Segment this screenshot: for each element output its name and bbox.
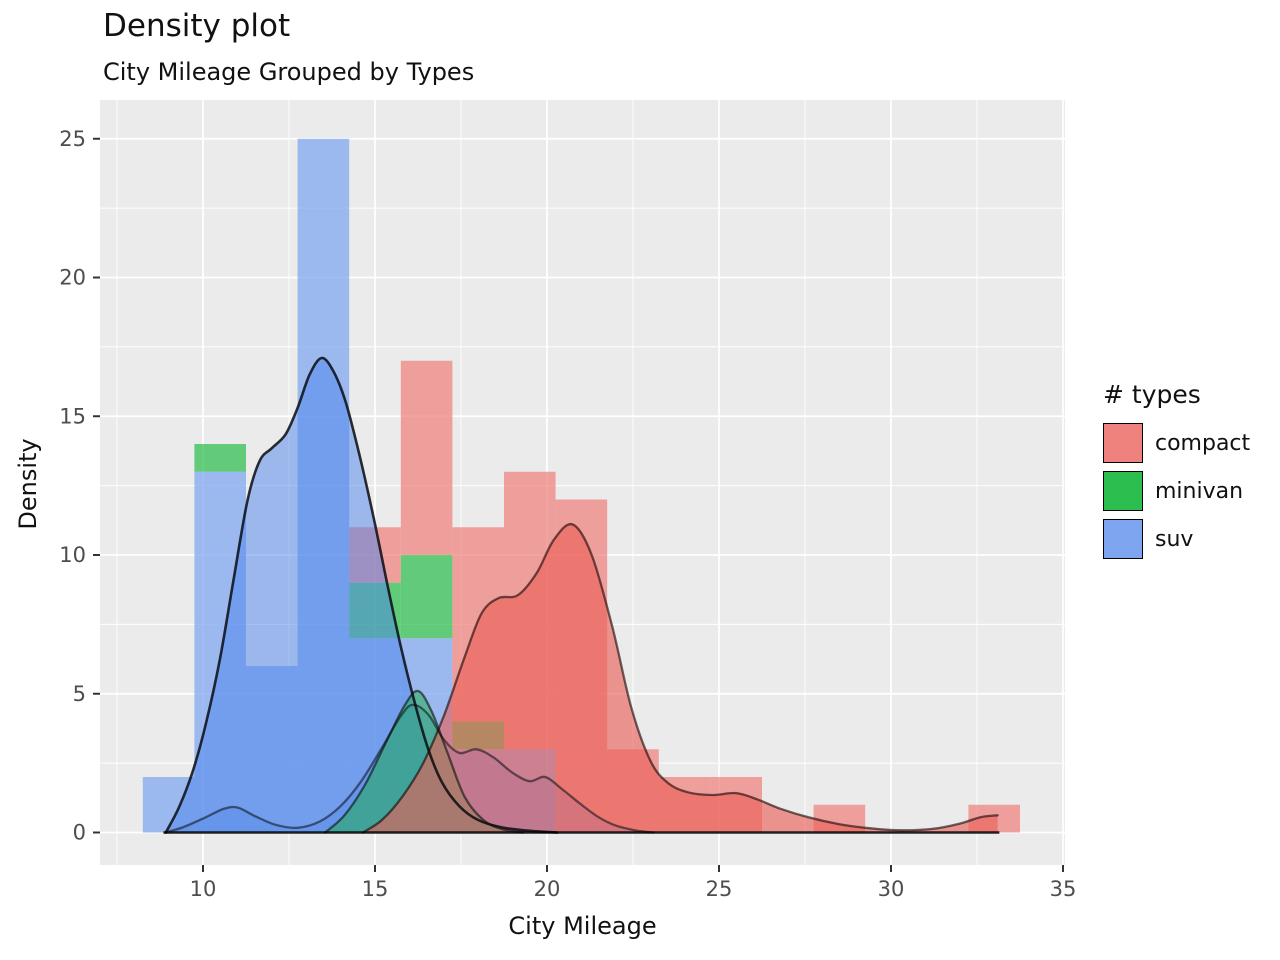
legend-label: compact <box>1155 430 1251 456</box>
x-tick-label: 15 <box>362 877 389 901</box>
legend-title: # types <box>1103 380 1201 409</box>
legend-label: suv <box>1155 526 1194 552</box>
y-tick-label: 10 <box>59 543 86 567</box>
x-tick-label: 20 <box>534 877 561 901</box>
x-axis-label: City Mileage <box>508 912 657 940</box>
histogram-bar-minivan <box>194 444 246 472</box>
x-tick-label: 10 <box>190 877 217 901</box>
legend-item-compact: compact <box>1103 423 1250 463</box>
legend-swatch-suv <box>1103 519 1143 559</box>
legend-item-minivan: minivan <box>1103 471 1250 511</box>
legend-swatch-minivan <box>1103 471 1143 511</box>
legend-label: minivan <box>1155 478 1244 504</box>
legend: # types compact minivan suv <box>1103 380 1250 567</box>
y-tick-label: 20 <box>59 266 86 290</box>
x-tick-label: 30 <box>878 877 905 901</box>
density-curve-suv <box>164 703 655 834</box>
legend-swatch-compact <box>1103 423 1143 463</box>
histogram-bar-compact <box>400 360 453 555</box>
density-fill-compact <box>363 524 998 833</box>
x-tick-label: 35 <box>1050 877 1077 901</box>
density-fill-suv <box>165 357 558 833</box>
y-tick-label: 25 <box>59 127 86 151</box>
legend-item-suv: suv <box>1103 519 1250 559</box>
chart-subtitle: City Mileage Grouped by Types <box>103 58 475 86</box>
y-tick-label: 0 <box>73 821 86 845</box>
density-curve-suv <box>164 356 559 834</box>
y-tick-label: 15 <box>59 404 86 428</box>
y-tick-label: 5 <box>73 682 86 706</box>
chart-title: Density plot <box>103 8 291 44</box>
density-curve-compact <box>361 522 999 834</box>
histogram-bar-minivan <box>400 555 453 639</box>
density-curve-minivan <box>323 689 525 834</box>
y-axis-label: Density <box>14 438 42 530</box>
x-tick-label: 25 <box>706 877 733 901</box>
